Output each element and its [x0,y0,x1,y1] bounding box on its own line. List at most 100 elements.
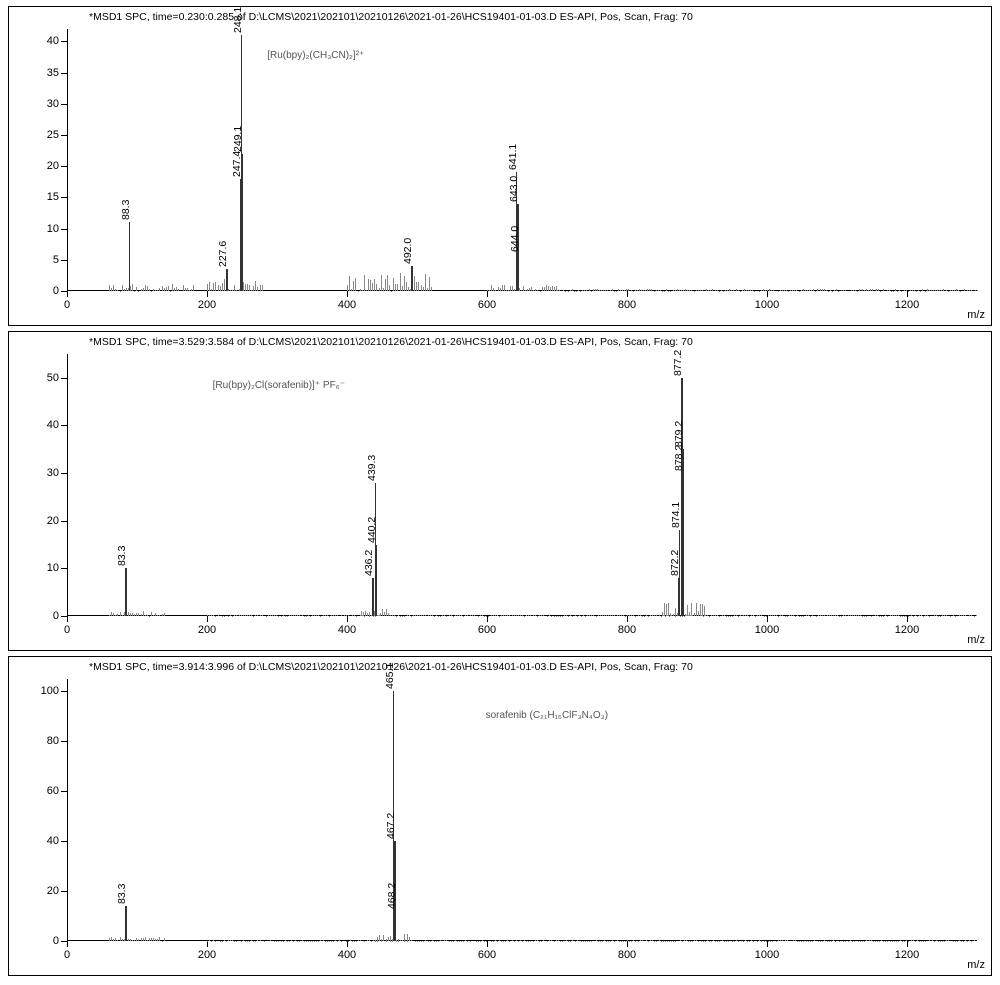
noise-line [748,290,749,291]
noise-line [872,289,873,291]
noise-line [383,940,384,941]
noise-line [650,940,651,941]
noise-line [976,615,977,616]
noise-line [745,615,746,616]
noise-line [906,940,907,941]
y-tick-label: 40 [29,835,59,847]
noise-line [679,290,680,291]
noise-line [772,615,773,616]
noise-line [871,940,872,941]
noise-line [782,290,783,292]
noise-line [953,615,954,616]
noise-line [316,615,317,616]
x-tick-label: 800 [618,299,636,311]
x-tick-label: 800 [618,624,636,636]
noise-line [751,940,752,941]
noise-line [213,283,214,291]
noise-line [708,290,709,291]
x-tick [767,291,768,297]
noise-line [845,290,846,291]
noise-line [596,940,597,941]
x-tick-label: 1200 [895,299,919,311]
x-tick [767,616,768,622]
noise-line [368,279,369,291]
noise-line [931,290,932,291]
noise-line [658,290,659,291]
noise-line [617,940,618,941]
noise-line [178,289,179,291]
noise-line [811,290,812,291]
noise-line [230,290,231,291]
noise-line [587,615,588,616]
noise-line [885,615,886,616]
noise-line [795,940,796,941]
noise-line [712,289,713,291]
noise-line [516,940,517,941]
peak-bar [125,568,127,616]
noise-line [364,275,365,291]
noise-line [251,290,252,291]
noise-line [822,615,823,616]
noise-line [959,940,960,941]
noise-line [806,615,807,616]
noise-line [753,615,754,616]
noise-line [637,290,638,291]
noise-line [377,615,378,616]
x-tick [347,616,348,622]
noise-line [724,615,725,616]
noise-line [362,615,363,616]
noise-line [925,615,926,616]
x-tick [627,291,628,297]
noise-line [247,284,248,291]
noise-line [722,615,723,616]
noise-line [442,615,443,616]
noise-line [782,615,783,616]
x-tick [487,616,488,622]
noise-line [668,603,669,616]
noise-line [431,287,432,291]
noise-line [211,289,212,291]
noise-line [132,284,133,291]
noise-line [113,939,114,941]
noise-line [132,940,133,941]
noise-line [302,615,303,616]
noise-line [686,940,687,941]
noise-line [247,615,248,616]
noise-line [323,615,324,616]
x-tick-label: 1000 [755,299,779,311]
noise-line [746,290,747,291]
noise-line [646,940,647,941]
noise-line [421,285,422,291]
noise-line [582,290,583,291]
noise-line [207,615,208,616]
y-axis [67,29,68,291]
noise-line [408,287,409,291]
noise-line [518,615,519,616]
noise-line [607,290,608,291]
noise-line [524,940,525,941]
noise-line [419,615,420,616]
noise-line [558,940,559,941]
x-tick [347,291,348,297]
x-tick [487,291,488,297]
noise-line [935,290,936,291]
noise-line [390,615,391,616]
noise-line [852,615,853,616]
noise-line [660,290,661,291]
noise-line [270,615,271,616]
noise-line [892,615,893,616]
noise-line [390,941,391,942]
noise-line [833,615,834,616]
x-axis-label: m/z [967,634,985,646]
peak-label: 249.1 [232,125,244,151]
noise-line [914,290,915,291]
noise-line [379,615,380,616]
noise-line [461,615,462,616]
noise-line [638,615,639,616]
noise-line [650,615,651,616]
x-tick [207,941,208,947]
y-tick-label: 15 [29,191,59,203]
x-tick-label: 400 [338,624,356,636]
noise-line [717,615,718,616]
noise-line [854,615,855,616]
